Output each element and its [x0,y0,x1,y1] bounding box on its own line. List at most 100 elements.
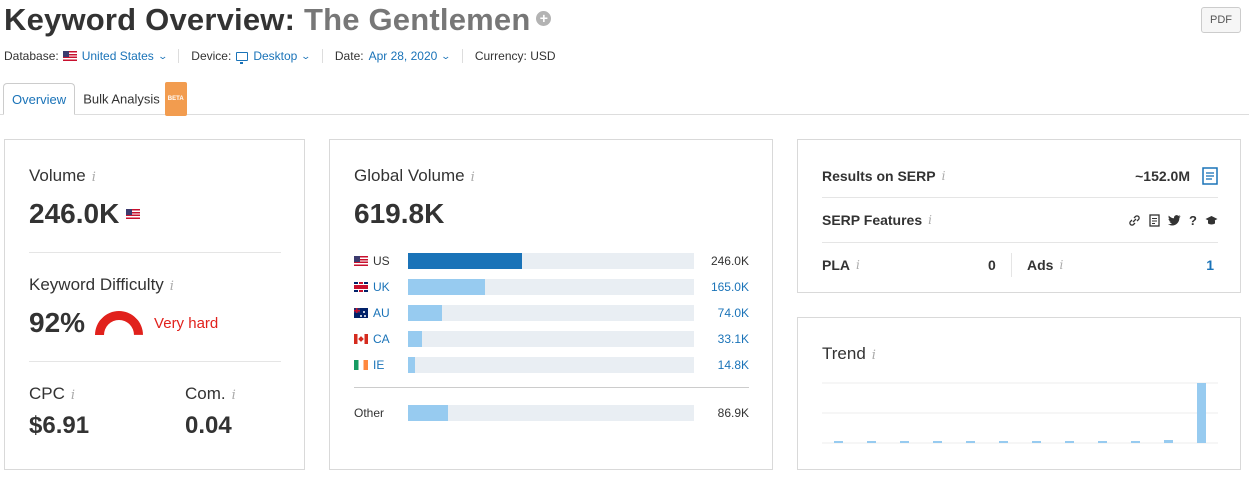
other-label: Other [354,406,385,420]
tab-bulk-analysis[interactable]: Bulk Analysis BETA [75,82,194,116]
device-value[interactable]: Desktop [253,49,298,63]
country-code[interactable]: IE [373,358,385,372]
question-icon[interactable]: ? [1189,212,1197,228]
trend-bar[interactable] [900,441,909,443]
tab-bar: Overview Bulk Analysis BETA [3,82,195,116]
currency-label: Currency: USD [474,49,556,63]
global-volume-label-text: Global Volume [354,166,465,185]
divider [461,49,463,63]
trend-label-text: Trend [822,344,866,363]
database-label: Database: [4,49,59,63]
info-icon[interactable]: i [856,258,860,272]
device-label: Device: [191,49,232,63]
volume-label: Volume i [29,166,96,186]
trend-card: Trend i [797,317,1241,470]
add-keyword-icon[interactable]: + [536,11,552,27]
trend-bar[interactable] [966,441,975,443]
other-value: 86.9K [717,406,749,420]
date-value[interactable]: Apr 28, 2020 [368,49,438,63]
other-row: Other 86.9K [354,404,749,422]
divider [1011,253,1012,277]
country-label[interactable]: AU [354,306,408,320]
country-code[interactable]: AU [373,306,390,320]
country-label[interactable]: UK [354,280,408,294]
info-icon[interactable]: i [470,170,475,185]
chevron-down-icon[interactable]: ⌄ [157,50,168,61]
graduation-cap-icon[interactable] [1205,215,1218,226]
keyword-text: The Gentlemen [303,2,531,37]
info-icon[interactable]: i [941,169,946,183]
ads-label: Ads [1027,257,1054,273]
device-filter[interactable]: Device: Desktop ⌄ [191,49,312,64]
uk-flag-icon [354,282,368,292]
tab-overview[interactable]: Overview [3,83,76,115]
trend-bar[interactable] [1131,441,1140,443]
difficulty-label-text: Keyword Difficulty [29,275,164,294]
chevron-down-icon[interactable]: ⌄ [440,50,452,61]
ads-value[interactable]: 1 [1206,257,1214,273]
trend-bar[interactable] [867,441,876,443]
country-label[interactable]: CA [354,332,408,346]
country-label[interactable]: IE [354,358,408,372]
info-icon[interactable]: i [91,170,96,185]
document-icon[interactable] [1149,213,1160,227]
filter-bar: Database: United States ⌄ Device: Deskto… [4,49,556,64]
link-icon[interactable] [1128,214,1141,227]
divider [29,361,281,362]
pdf-export-button[interactable]: PDF [1201,7,1241,33]
volume-value-row: 246.0K [29,198,141,230]
trend-bar[interactable] [834,441,843,443]
database-filter[interactable]: Database: United States ⌄ [4,49,168,63]
bar-track [408,331,694,347]
chevron-down-icon[interactable]: ⌄ [300,50,312,61]
trend-bar[interactable] [1032,441,1041,443]
trend-bar[interactable] [1065,441,1074,443]
pla-label: PLA [822,257,850,273]
pla-value: 0 [988,257,996,273]
divider [29,252,281,253]
trend-bar[interactable] [1164,440,1173,443]
serp-feature-icons: ? [1128,213,1218,228]
info-icon[interactable]: i [1059,258,1064,272]
country-row-uk: UK 165.0K [354,278,749,296]
country-code[interactable]: UK [373,280,390,294]
desktop-icon [236,51,249,64]
trend-bar[interactable] [1197,383,1206,443]
serp-list-icon[interactable] [1202,167,1218,185]
date-label: Date: [334,49,364,63]
twitter-icon[interactable] [1168,214,1181,226]
info-icon[interactable]: i [169,279,174,294]
country-volume[interactable]: 74.0K [717,306,749,320]
country-row-ie: IE 14.8K [354,356,749,374]
divider [321,49,323,63]
bar-track [408,253,694,269]
trend-bar[interactable] [1098,441,1107,443]
info-icon[interactable]: i [70,388,76,403]
divider [822,242,1218,243]
info-icon[interactable]: i [231,388,236,403]
info-icon[interactable]: i [871,348,876,363]
date-filter[interactable]: Date: Apr 28, 2020 ⌄ [334,49,452,63]
country-row-au: AU 74.0K [354,304,749,322]
country-volume[interactable]: 33.1K [717,332,749,346]
us-flag-icon [62,51,77,61]
trend-bar[interactable] [933,441,942,443]
country-volume[interactable]: 165.0K [710,280,749,294]
serp-card: Results on SERP i ~152.0M SERP Features i … [797,139,1241,293]
global-volume-label: Global Volume i [354,166,475,186]
divider [354,387,749,388]
difficulty-label: Keyword Difficulty i [29,275,174,295]
country-code[interactable]: CA [373,332,390,346]
currency-filter: Currency: USD [475,49,556,63]
country-bar [408,253,522,269]
cpc-label-text: CPC [29,384,65,403]
country-volume[interactable]: 14.8K [717,358,749,372]
info-icon[interactable]: i [928,213,932,227]
page-title: Keyword Overview: The Gentlemen + [4,2,552,38]
country-code: US [373,254,390,268]
trend-bar[interactable] [999,441,1008,443]
database-value[interactable]: United States [81,49,154,63]
difficulty-level: Very hard [154,314,219,332]
beta-badge: BETA [164,82,187,116]
difficulty-value: 92% [29,307,86,338]
